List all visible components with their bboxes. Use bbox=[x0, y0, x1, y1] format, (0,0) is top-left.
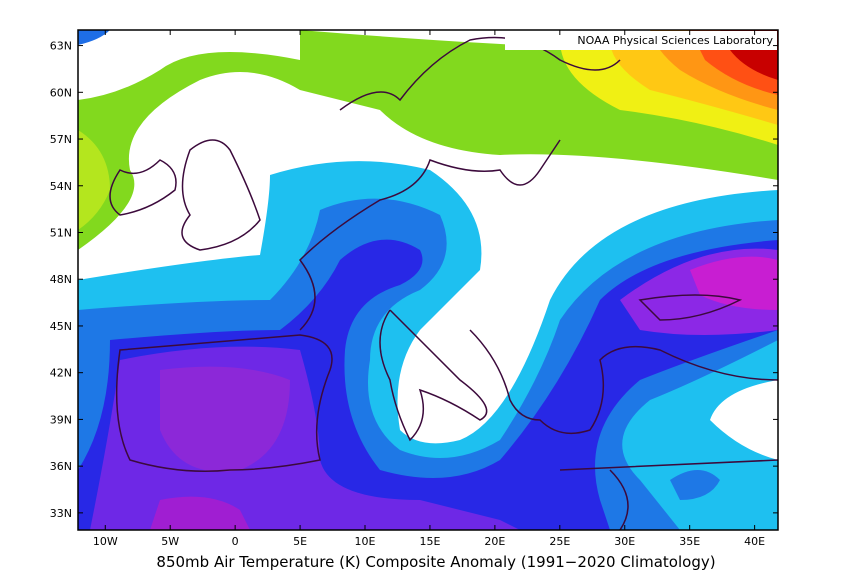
x-tick-label: 0 bbox=[232, 535, 239, 548]
anomaly-contours bbox=[78, 30, 778, 530]
y-tick-label: 33N bbox=[50, 507, 72, 520]
credit-box bbox=[505, 31, 777, 50]
x-tick-label: 30E bbox=[614, 535, 635, 548]
y-tick-label: 48N bbox=[50, 273, 72, 286]
x-tick-label: 5E bbox=[293, 535, 307, 548]
x-tick-label: 10W bbox=[93, 535, 118, 548]
y-tick-label: 45N bbox=[50, 320, 72, 333]
credit: NOAA Physical Sciences Laboratory bbox=[577, 34, 773, 47]
x-tick-label: 25E bbox=[549, 535, 570, 548]
y-tick-label: 60N bbox=[50, 86, 72, 99]
map-title: 850mb Air Temperature (K) Composite Anom… bbox=[156, 553, 715, 571]
map-frame bbox=[77, 29, 779, 531]
y-tick-label: 42N bbox=[50, 367, 72, 380]
x-tick-label: 10E bbox=[355, 535, 376, 548]
x-tick-label: 5W bbox=[161, 535, 179, 548]
x-tick-label: 35E bbox=[679, 535, 700, 548]
x-tick-label: 20E bbox=[484, 535, 505, 548]
y-tick-label: 36N bbox=[50, 460, 72, 473]
y-tick-label: 39N bbox=[50, 413, 72, 426]
y-tick-label: 51N bbox=[50, 226, 72, 239]
y-tick-label: 63N bbox=[50, 40, 72, 53]
y-tick-label: 57N bbox=[50, 133, 72, 146]
coastlines bbox=[109, 36, 778, 530]
x-tick-label: 40E bbox=[744, 535, 765, 548]
x-tick-label: 15E bbox=[419, 535, 440, 548]
y-tick-label: 54N bbox=[50, 180, 72, 193]
